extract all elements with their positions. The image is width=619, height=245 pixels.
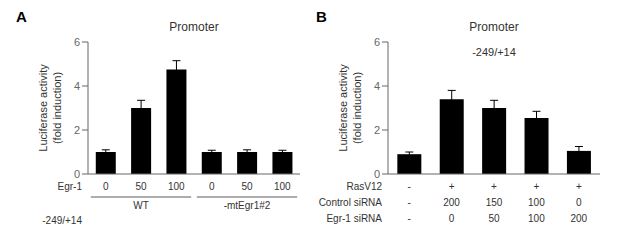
- svg-text:200: 200: [443, 197, 460, 208]
- svg-text:100: 100: [528, 213, 545, 224]
- html-text:A: A: [16, 8, 27, 25]
- svg-text:WT: WT: [133, 200, 149, 211]
- svg-text:RasV12: RasV12: [346, 181, 382, 192]
- svg-text:50: 50: [241, 181, 253, 192]
- svg-text:0: 0: [209, 181, 215, 192]
- svg-text:200: 200: [570, 213, 587, 224]
- svg-text:-: -: [408, 213, 411, 224]
- svg-text:+: +: [491, 181, 497, 192]
- html-text:Promoter: Promoter: [469, 20, 519, 34]
- svg-text:Control siRNA: Control siRNA: [319, 197, 383, 208]
- svg-text:4: 4: [74, 80, 80, 92]
- svg-text:2: 2: [374, 124, 380, 136]
- html-text:B: B: [316, 8, 327, 25]
- svg-text:-249/+14: -249/+14: [42, 215, 82, 226]
- svg-text:50: 50: [135, 181, 147, 192]
- svg-text:0: 0: [74, 168, 80, 180]
- svg-text:0: 0: [449, 213, 455, 224]
- svg-text:Egr-1: Egr-1: [58, 181, 83, 192]
- html-text:-249/+14: -249/+14: [472, 46, 516, 58]
- svg-text:-: -: [408, 181, 411, 192]
- svg-text:0: 0: [103, 181, 109, 192]
- svg-text:100: 100: [528, 197, 545, 208]
- svg-text:0: 0: [576, 197, 582, 208]
- svg-text:Luciferase activity(fold induc: Luciferase activity(fold induction): [337, 64, 362, 152]
- svg-text:100: 100: [168, 181, 185, 192]
- html-text:Promoter: Promoter: [169, 20, 219, 34]
- svg-text:+: +: [449, 181, 455, 192]
- svg-text:6: 6: [74, 36, 80, 48]
- svg-text:4: 4: [374, 80, 380, 92]
- svg-text:-mtEgr1#2: -mtEgr1#2: [224, 200, 271, 211]
- svg-text:Luciferase activity(fold induc: Luciferase activity(fold induction): [37, 64, 62, 152]
- svg-text:-: -: [408, 197, 411, 208]
- svg-text:6: 6: [374, 36, 380, 48]
- svg-text:+: +: [533, 181, 539, 192]
- svg-text:100: 100: [274, 181, 291, 192]
- svg-text:+: +: [576, 181, 582, 192]
- svg-text:150: 150: [486, 197, 503, 208]
- svg-text:2: 2: [74, 124, 80, 136]
- svg-text:Egr-1 siRNA: Egr-1 siRNA: [326, 213, 382, 224]
- svg-text:0: 0: [374, 168, 380, 180]
- svg-text:50: 50: [488, 213, 500, 224]
